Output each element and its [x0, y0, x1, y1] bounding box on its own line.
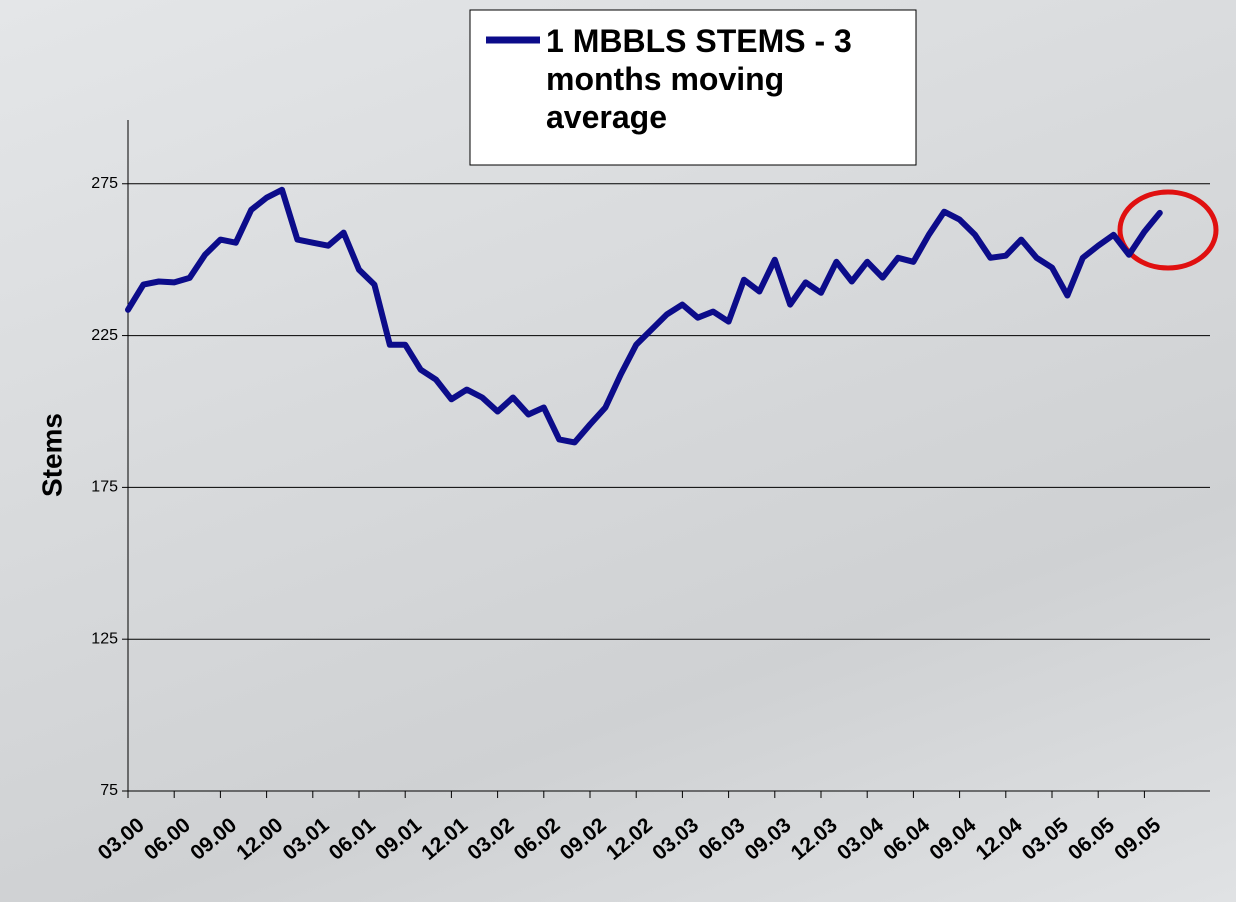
x-tick-label: 09.02 — [556, 813, 611, 864]
x-tick-label: 06.03 — [694, 813, 749, 864]
x-tick-label: 03.03 — [648, 813, 703, 864]
x-tick-label: 12.01 — [417, 813, 472, 865]
x-tick-label: 09.03 — [741, 813, 796, 864]
x-tick-label: 06.01 — [325, 813, 380, 865]
x-tick-label: 06.05 — [1064, 813, 1119, 865]
x-tick-label: 09.05 — [1110, 813, 1165, 865]
y-tick-label: 275 — [91, 175, 118, 192]
page: Stems 75 125 175 225 275 03.0006.0009.0012.00… — [0, 0, 1236, 902]
highlight-circle — [1120, 192, 1216, 268]
y-tick-label: 75 — [100, 782, 118, 799]
x-tick-label: 12.03 — [787, 813, 842, 864]
legend-label: 1 MBBLS STEMS - 3 months moving average — [546, 22, 906, 136]
x-tick-label: 12.04 — [972, 813, 1027, 865]
x-tick-label: 03.05 — [1018, 813, 1073, 865]
x-tick-label: 09.01 — [371, 813, 426, 865]
x-tick-label: 09.04 — [925, 813, 980, 865]
y-axis-title: Stems — [36, 413, 67, 497]
x-tick-label: 06.02 — [510, 813, 565, 864]
y-tick-label: 125 — [91, 630, 118, 647]
x-tick-label: 03.02 — [463, 813, 518, 864]
x-tick-label: 06.04 — [879, 813, 934, 865]
x-tick-label: 03.01 — [279, 813, 334, 865]
data-line — [128, 190, 1160, 443]
x-tick-label: 12.00 — [232, 813, 287, 864]
y-tick-label: 225 — [91, 327, 118, 344]
x-tick-label: 12.02 — [602, 813, 657, 864]
x-tick-label: 03.00 — [94, 813, 149, 864]
x-tick-label: 03.04 — [833, 813, 888, 865]
x-tick-label: 06.00 — [140, 813, 195, 864]
x-tick-label: 09.00 — [186, 813, 241, 864]
y-tick-label: 175 — [91, 479, 118, 496]
